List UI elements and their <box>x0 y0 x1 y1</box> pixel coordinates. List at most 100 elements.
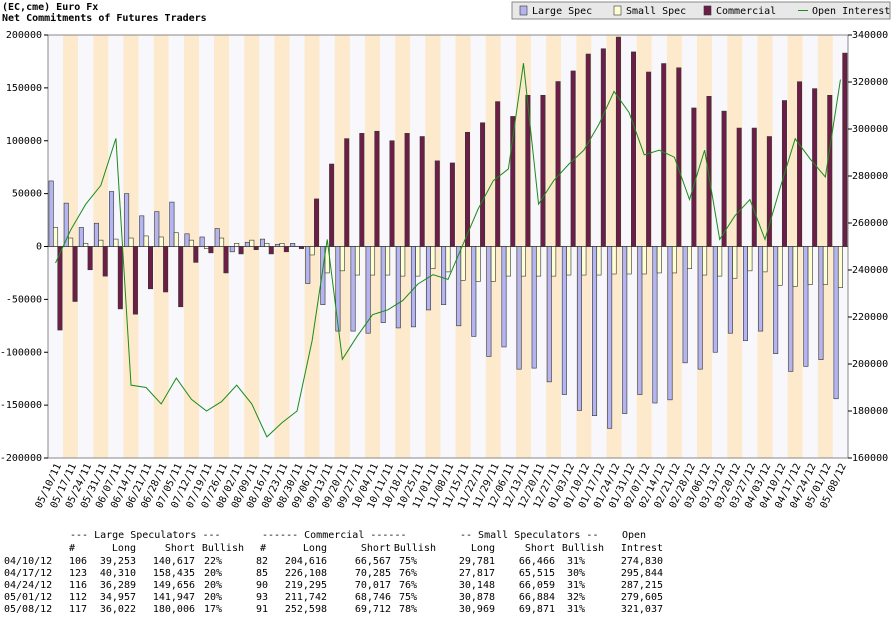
bar <box>551 246 557 277</box>
chart-title: (EC,cme) Euro Fx <box>2 2 98 13</box>
bar <box>626 246 632 275</box>
bar <box>117 246 123 310</box>
table-cell: 252,598 <box>284 604 327 615</box>
bar <box>600 48 606 247</box>
bar <box>531 246 537 369</box>
bar <box>637 246 643 395</box>
bar <box>712 246 718 353</box>
bar <box>298 246 304 249</box>
bar <box>193 246 199 263</box>
bar <box>279 243 285 247</box>
legend-swatch <box>703 5 712 16</box>
table-cell: 17% <box>203 604 222 615</box>
bar <box>762 246 768 273</box>
table-cell: 27,817 <box>458 568 495 579</box>
bar <box>641 246 647 275</box>
legend-label: Open Interest <box>812 6 890 17</box>
table-cell: # <box>259 543 266 554</box>
bar <box>742 246 748 341</box>
table-cell: 70,285 <box>354 568 391 579</box>
table-cell: ------ Commercial ------ <box>262 530 407 541</box>
bar <box>309 246 315 256</box>
bar <box>395 246 401 329</box>
bar <box>581 246 587 276</box>
bar <box>184 233 190 247</box>
table-cell: 140,617 <box>152 556 195 567</box>
table-cell: Long <box>470 543 495 554</box>
bar <box>732 246 738 279</box>
bar <box>53 227 59 247</box>
bar <box>93 222 99 247</box>
bar <box>57 246 63 331</box>
table-cell: 36,289 <box>99 580 136 591</box>
table-cell: 85 <box>255 568 268 579</box>
table-cell: Short <box>360 543 391 554</box>
table-cell: 20% <box>203 592 222 603</box>
bar <box>697 246 703 370</box>
bar <box>109 191 115 247</box>
y-tick-label: 150000 <box>6 83 42 94</box>
table-cell: 287,215 <box>620 580 663 591</box>
table-cell: 204,616 <box>284 556 327 567</box>
bar <box>124 193 130 247</box>
bar <box>359 133 365 247</box>
table-cell: 34,957 <box>99 592 136 603</box>
bar <box>777 246 783 286</box>
bar <box>676 67 682 247</box>
bar <box>516 246 522 370</box>
bar <box>842 52 848 247</box>
table-cell: -- Small Speculators -- <box>460 530 599 541</box>
table-cell: 76% <box>398 568 417 579</box>
bar <box>682 246 688 364</box>
table-cell: 20% <box>203 580 222 591</box>
table-cell: 211,742 <box>284 592 327 603</box>
bar <box>585 53 591 247</box>
bar <box>178 246 184 308</box>
table-cell: 30% <box>566 568 585 579</box>
table-cell: 93 <box>255 592 268 603</box>
y-tick-label: -200000 <box>0 453 42 464</box>
bar <box>374 130 380 247</box>
legend-label: Small Spec <box>626 6 686 17</box>
bar <box>566 246 572 276</box>
bar <box>344 138 350 247</box>
table-cell: Bullish <box>561 543 604 554</box>
legend-swatch <box>519 5 528 16</box>
bar <box>622 246 628 414</box>
bar <box>203 246 209 249</box>
table-cell: Bullish <box>201 543 244 554</box>
table-cell: 116 <box>68 580 87 591</box>
line <box>55 63 841 438</box>
bar <box>249 239 255 247</box>
y2-tick-label: 260000 <box>852 218 888 229</box>
bar <box>747 246 753 272</box>
bar <box>335 246 341 332</box>
bar <box>561 246 567 395</box>
table-cell: 40,310 <box>99 568 136 579</box>
table-cell: 04/24/12 <box>4 580 53 591</box>
bar <box>736 127 742 247</box>
bar <box>68 237 74 247</box>
y-tick-label: 100000 <box>6 136 42 147</box>
table-cell: 295,844 <box>620 568 663 579</box>
table-cell: 20% <box>203 568 222 579</box>
bar <box>471 246 477 337</box>
y-tick-label: 50000 <box>12 189 42 200</box>
bar <box>72 246 78 302</box>
bar <box>199 236 205 247</box>
bar <box>721 110 727 247</box>
y2-tick-label: 280000 <box>852 171 888 182</box>
table-cell: 66,567 <box>354 556 391 567</box>
table-cell: 117 <box>68 604 87 615</box>
y2-tick-label: 320000 <box>852 77 888 88</box>
bar <box>520 246 526 277</box>
bar <box>818 246 824 360</box>
bar <box>661 63 667 247</box>
table-cell: 158,435 <box>152 568 195 579</box>
bar <box>667 246 673 401</box>
bar <box>751 127 757 247</box>
bar <box>441 246 447 305</box>
bar <box>702 246 708 276</box>
table-cell: 31% <box>566 580 585 591</box>
